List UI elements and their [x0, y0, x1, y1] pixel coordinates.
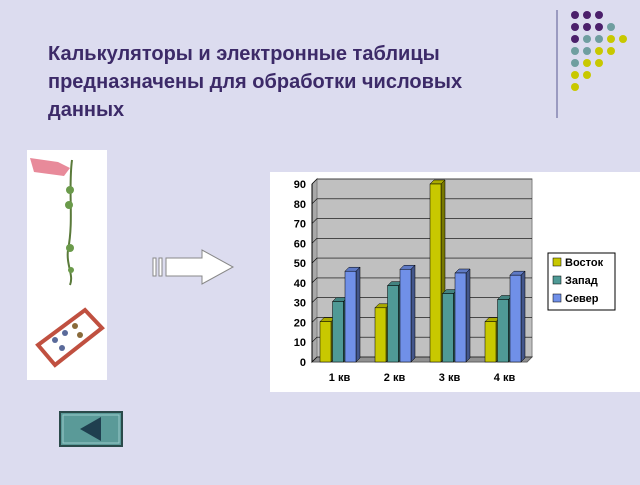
y-tick-label: 40 — [294, 278, 306, 290]
grid-line — [311, 218, 532, 224]
y-tick-label: 20 — [294, 317, 306, 329]
x-tick-label: 1 кв — [329, 372, 351, 384]
y-tick-label: 90 — [294, 179, 306, 191]
arrow — [152, 249, 235, 285]
bar — [344, 270, 357, 363]
bar — [387, 285, 399, 363]
legend-swatch — [552, 293, 562, 303]
bar — [429, 183, 442, 363]
bar-side — [465, 268, 471, 363]
x-tick-label: 4 кв — [494, 372, 516, 384]
bar — [509, 274, 522, 363]
bar — [332, 301, 344, 363]
legend-label: Восток — [565, 257, 604, 269]
x-tick-label: 2 кв — [384, 372, 406, 384]
side-wall — [311, 177, 318, 364]
legend-label: Запад — [565, 275, 598, 287]
legend-swatch — [552, 275, 562, 285]
y-tick-label: 10 — [294, 337, 306, 349]
y-tick-label: 60 — [294, 238, 306, 250]
grid-line — [311, 257, 532, 264]
title-line: предназначены для обработки числовых — [48, 71, 462, 93]
bar — [497, 299, 509, 363]
y-tick-label: 80 — [294, 199, 306, 211]
back-button[interactable] — [59, 411, 123, 447]
title-line: Калькуляторы и электронные таблицы — [48, 43, 440, 65]
bar — [454, 272, 467, 363]
bar-side — [410, 264, 416, 363]
abacus-picture — [27, 150, 107, 380]
grid-line — [311, 198, 532, 204]
y-tick-label: 50 — [294, 258, 306, 270]
legend-swatch — [552, 257, 562, 267]
bar — [399, 268, 412, 363]
y-tick-label: 0 — [300, 357, 306, 369]
legend-label: Север — [565, 293, 599, 305]
title-line: данных — [48, 99, 124, 121]
bar — [442, 293, 454, 363]
bar-side — [355, 266, 361, 363]
y-tick-label: 30 — [294, 298, 306, 310]
bar — [374, 307, 387, 363]
y-tick-label: 70 — [294, 219, 306, 231]
decor-dots — [571, 11, 627, 91]
x-tick-label: 3 кв — [439, 372, 461, 384]
bar — [484, 321, 497, 363]
bar-side — [520, 270, 526, 363]
grid-line — [311, 178, 532, 185]
bar — [319, 321, 332, 363]
grid-line — [311, 238, 532, 244]
